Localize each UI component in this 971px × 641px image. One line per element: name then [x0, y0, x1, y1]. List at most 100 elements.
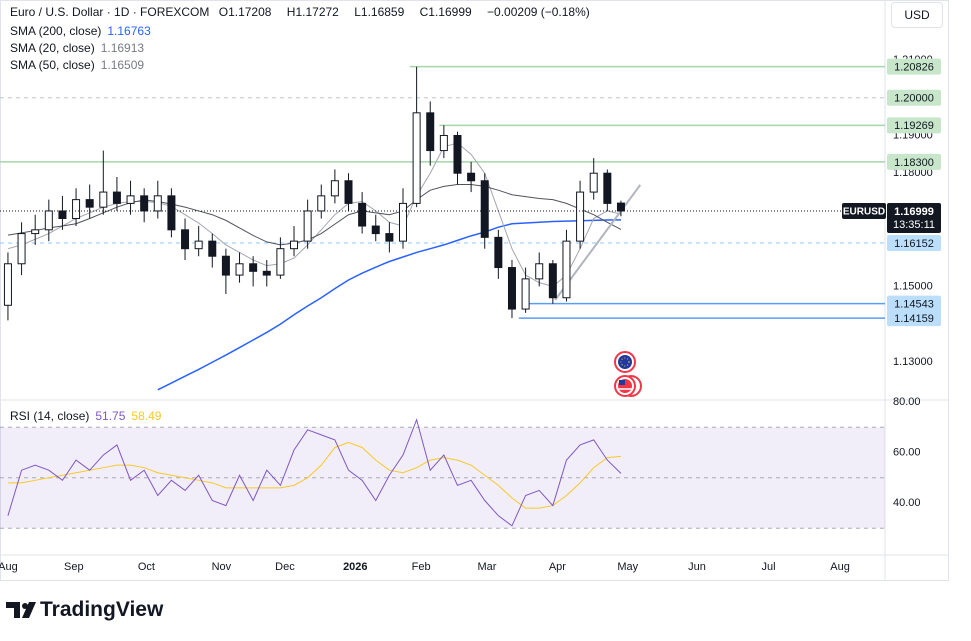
rsi-legend: RSI (14, close) 51.75 58.49 — [10, 409, 167, 423]
candle-body — [480, 180, 489, 238]
candle-body — [44, 210, 53, 231]
x-tick-label: Sep — [64, 561, 84, 573]
candle-body — [140, 195, 149, 212]
candle-body — [616, 202, 625, 212]
ohlc: O1.17208 — [219, 5, 278, 19]
candle-body — [412, 112, 421, 204]
legend-value: 51.75 — [95, 409, 126, 423]
candle-body — [72, 199, 81, 219]
ohlc-label: L — [354, 5, 361, 19]
legend-value: 1.16913 — [100, 41, 145, 55]
ohlc: H1.17272 — [287, 5, 345, 19]
y-tick-label: 80.00 — [893, 396, 921, 408]
level-label-box — [887, 234, 941, 251]
candle-body — [221, 255, 230, 276]
level-label: 1.18300 — [894, 157, 934, 169]
level-label: 1.14543 — [894, 299, 934, 311]
sma-legend: SMA (50, close) 1.16509 — [10, 58, 150, 72]
candle-body — [276, 248, 285, 276]
candle-body — [317, 195, 326, 212]
brand-name: TradingView — [40, 598, 164, 621]
candle-body — [99, 191, 108, 208]
level-label-box — [887, 58, 941, 75]
candle-body — [167, 195, 176, 231]
candle-body — [494, 236, 503, 269]
x-tick-label: 2026 — [343, 561, 367, 573]
candle-body — [453, 134, 462, 174]
level-label-box — [887, 117, 941, 134]
series-line — [7, 184, 622, 246]
change: −0.00209 (−0.18%) — [487, 5, 590, 19]
x-tick-label: Feb — [412, 561, 431, 573]
y-tick-label: 1.18000 — [893, 167, 933, 179]
candle-body — [548, 263, 557, 299]
y-tick-label: 40.00 — [893, 497, 921, 509]
sma-legend: SMA (20, close) 1.16913 — [10, 41, 150, 55]
rsi-pane — [0, 418, 885, 529]
y-tick-label: 1.13000 — [893, 356, 933, 368]
legend-value: 1.16763 — [107, 24, 151, 38]
level-label: 1.16152 — [894, 238, 934, 250]
legend-name: SMA (200, close) — [10, 24, 102, 38]
legend-value: 1.16509 — [100, 58, 145, 72]
level-label: 1.20000 — [894, 93, 934, 105]
candle-body — [562, 240, 571, 299]
series-line — [7, 418, 622, 527]
x-tick-label: Jun — [688, 561, 706, 573]
x-tick-label: Mar — [478, 561, 497, 573]
x-tick-label: Nov — [212, 561, 232, 573]
last-price-box — [887, 202, 941, 233]
legend-value: 58.49 — [131, 409, 162, 423]
x-tick-label: Oct — [138, 561, 155, 573]
candle-body — [126, 195, 135, 204]
candle-body — [3, 263, 12, 306]
candle-body — [85, 199, 94, 208]
candle-body — [181, 229, 190, 250]
series-line — [157, 219, 621, 391]
currency-button[interactable]: USD — [891, 2, 943, 28]
ohlc-value: 1.16999 — [428, 5, 472, 19]
x-tick-label: May — [617, 561, 638, 573]
candle-body — [603, 172, 612, 204]
price-pane — [0, 65, 885, 391]
last-price-label: 1.16999 — [894, 206, 934, 218]
candle-body — [303, 210, 312, 242]
x-tick-label: Dec — [275, 561, 295, 573]
symbol-title: Euro / U.S. Dollar · 1D · FOREXCOM — [10, 5, 210, 19]
chart-frame — [0, 0, 949, 581]
candle-body — [153, 195, 162, 212]
series-line — [7, 142, 622, 287]
level-label-box — [887, 153, 941, 170]
axes: 1.130001.150001.180001.190001.210001.208… — [0, 54, 941, 573]
x-tick-label: Jul — [761, 561, 775, 573]
candle-body — [535, 263, 544, 280]
candle-body — [344, 180, 353, 204]
ohlc: C1.16999 — [420, 5, 478, 19]
ohlc: L1.16859 — [354, 5, 410, 19]
candle-body — [398, 202, 407, 242]
level-label: 1.19269 — [894, 120, 934, 132]
y-tick-label: 1.15000 — [893, 280, 933, 292]
candle-body — [112, 191, 121, 204]
ohlc-value: 1.17272 — [295, 5, 339, 19]
event-icons — [614, 351, 642, 397]
level-label: 1.14159 — [894, 313, 934, 325]
candle-body — [194, 240, 203, 250]
header-legend: Euro / U.S. Dollar · 1D · FOREXCOM O1.17… — [10, 5, 596, 19]
ohlc-value: 1.17208 — [228, 5, 272, 19]
candle-body — [249, 263, 258, 272]
level-label-box — [887, 310, 941, 327]
candle-body — [439, 134, 448, 152]
series-line — [7, 441, 621, 509]
level-label-box — [887, 89, 941, 106]
symbol-box — [842, 202, 886, 219]
sma-legend: SMA (200, close) 1.16763 — [10, 24, 157, 38]
candle-body — [521, 278, 530, 310]
countdown: 13:35:11 — [893, 219, 935, 231]
legend-name: RSI (14, close) — [10, 409, 90, 423]
candle-body — [576, 191, 585, 242]
candle-body — [589, 172, 598, 193]
candle-body — [426, 112, 435, 152]
